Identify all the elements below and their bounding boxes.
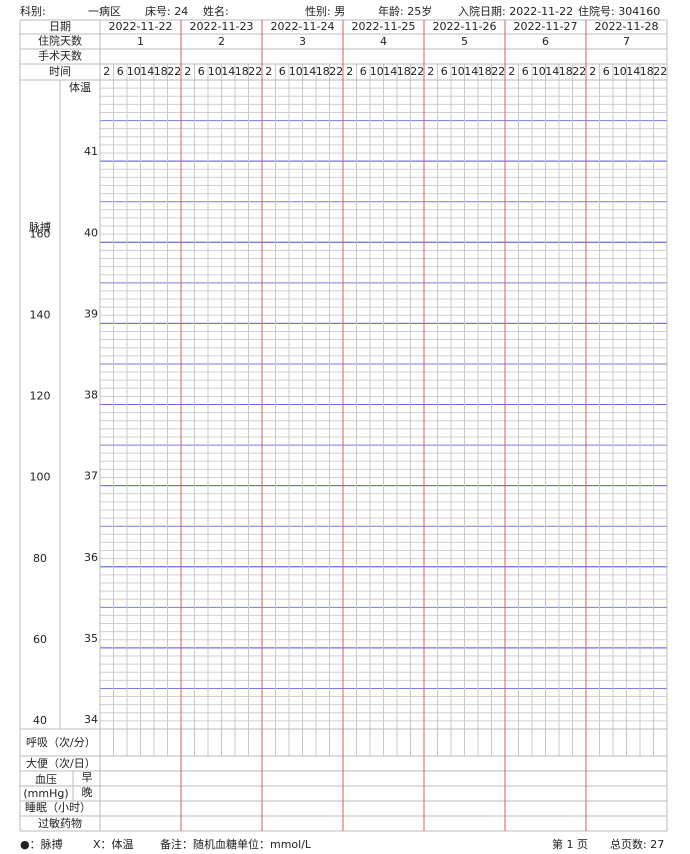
hospital-day: 4	[380, 35, 387, 48]
header-field: 性别: 男	[305, 4, 345, 18]
time: 22	[572, 65, 586, 78]
temp-label: 体温	[69, 80, 91, 94]
time: 2	[346, 65, 353, 78]
time: 14	[545, 65, 559, 78]
time: 14	[464, 65, 478, 78]
row-label: 血压	[35, 772, 57, 786]
time: 18	[559, 65, 573, 78]
row-label: 日期	[49, 20, 71, 33]
total-pages: 总页数: 27	[610, 837, 664, 851]
time: 10	[451, 65, 465, 78]
time: 6	[198, 65, 205, 78]
date: 2022-11-24	[271, 20, 335, 33]
time: 2	[508, 65, 515, 78]
hospital-day: 2	[218, 35, 225, 48]
header-field: 一病区	[88, 4, 121, 18]
legend-note: 备注：随机血糖单位：mmol/L	[160, 837, 312, 851]
time: 2	[265, 65, 272, 78]
time: 6	[603, 65, 610, 78]
legend-temp: X：体温	[93, 837, 134, 851]
page-number: 第 1 页	[552, 837, 588, 851]
pulse-tick-label: 60	[33, 633, 47, 646]
temp-tick-label: 34	[84, 713, 98, 726]
hospital-day: 3	[299, 35, 306, 48]
time: 10	[127, 65, 141, 78]
date: 2022-11-25	[352, 20, 416, 33]
time: 14	[383, 65, 397, 78]
time: 22	[410, 65, 424, 78]
time: 10	[208, 65, 222, 78]
time: 14	[221, 65, 235, 78]
header-field: 住院号: 304160	[578, 4, 660, 18]
time: 2	[103, 65, 110, 78]
row-label: 晚	[82, 786, 93, 799]
hospital-day: 5	[461, 35, 468, 48]
pulse-tick-label: 100	[30, 471, 51, 484]
time: 2	[427, 65, 434, 78]
date: 2022-11-23	[190, 20, 254, 33]
pulse-tick-label: 140	[30, 308, 51, 321]
date: 2022-11-28	[595, 20, 659, 33]
row-label: 呼吸（次/分）	[26, 735, 96, 749]
time: 22	[248, 65, 262, 78]
time: 18	[397, 65, 411, 78]
pulse-tick-label: 120	[30, 390, 51, 403]
time: 2	[589, 65, 596, 78]
temp-tick-label: 39	[84, 307, 98, 320]
row-label: 睡眠（小时）	[25, 801, 91, 814]
time: 18	[154, 65, 168, 78]
temp-tick-label: 41	[84, 145, 98, 158]
time: 22	[329, 65, 343, 78]
time: 6	[522, 65, 529, 78]
pulse-tick-label: 160	[30, 227, 51, 240]
header-field: 年龄: 25岁	[378, 4, 432, 18]
time: 6	[441, 65, 448, 78]
row-label: 过敏药物	[38, 816, 82, 830]
row-label: 住院天数	[38, 34, 82, 48]
temp-tick-label: 38	[84, 389, 98, 402]
date: 2022-11-22	[109, 20, 173, 33]
temp-tick-label: 36	[84, 551, 98, 564]
time: 10	[613, 65, 627, 78]
hospital-day: 7	[623, 35, 630, 48]
row-label: 手术天数	[38, 49, 82, 63]
legend-pulse: ●：脉搏	[20, 837, 63, 851]
time: 6	[279, 65, 286, 78]
temp-tick-label: 37	[84, 470, 98, 483]
time: 10	[289, 65, 303, 78]
row-label: 时间	[49, 65, 71, 78]
time: 6	[360, 65, 367, 78]
pulse-tick-label: 80	[33, 552, 47, 565]
temp-tick-label: 35	[84, 632, 98, 645]
time: 14	[302, 65, 316, 78]
time: 14	[140, 65, 154, 78]
hospital-day: 6	[542, 35, 549, 48]
hospital-day: 1	[137, 35, 144, 48]
time: 22	[491, 65, 505, 78]
time: 18	[478, 65, 492, 78]
time: 10	[532, 65, 546, 78]
time: 18	[316, 65, 330, 78]
time: 18	[640, 65, 654, 78]
temp-tick-label: 40	[84, 226, 98, 239]
header-field: 床号: 24	[145, 4, 188, 18]
date: 2022-11-27	[514, 20, 578, 33]
row-label: (mmHg)	[23, 787, 68, 800]
header-field: 姓名:	[203, 4, 229, 18]
header-field: 入院日期: 2022-11-22	[458, 4, 573, 18]
row-label: 早	[82, 771, 93, 784]
time: 14	[626, 65, 640, 78]
time: 22	[167, 65, 181, 78]
time: 2	[184, 65, 191, 78]
date: 2022-11-26	[433, 20, 497, 33]
header-field: 科别:	[20, 4, 46, 18]
row-label: 大便（次/日）	[26, 756, 96, 770]
time: 10	[370, 65, 384, 78]
time: 18	[235, 65, 249, 78]
time: 6	[117, 65, 124, 78]
pulse-tick-label: 40	[33, 714, 47, 727]
time: 22	[653, 65, 667, 78]
pulse-label: 脉搏	[29, 220, 51, 234]
